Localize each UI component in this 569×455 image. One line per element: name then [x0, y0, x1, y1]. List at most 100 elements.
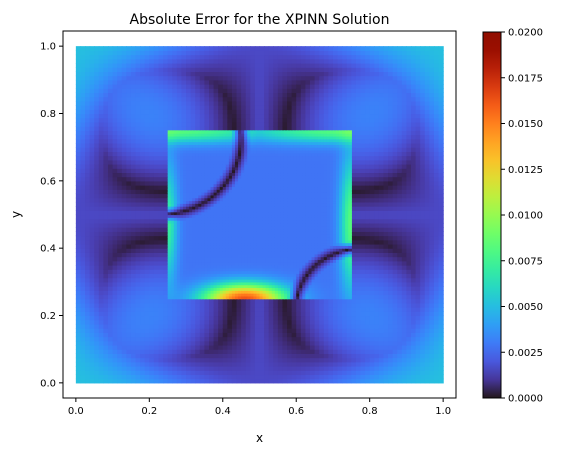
- heatmap-cell: [181, 344, 187, 350]
- heatmap-cell: [98, 332, 104, 338]
- heatmap-cell: [337, 67, 343, 72]
- heatmap-cell: [264, 113, 270, 119]
- heatmap-cell: [181, 307, 187, 312]
- heatmap-cell: [167, 75, 173, 81]
- heatmap-cell: [103, 130, 109, 136]
- heatmap-cell: [195, 353, 201, 359]
- heatmap-cell: [268, 62, 274, 68]
- heatmap-cell: [98, 252, 104, 258]
- heatmap-cell: [176, 349, 183, 354]
- heatmap-cell: [351, 340, 357, 346]
- heatmap-cell: [98, 307, 104, 312]
- heatmap-cell: [94, 71, 100, 77]
- heatmap-cell: [140, 67, 146, 72]
- heatmap-cell: [241, 121, 247, 127]
- heatmap-cell: [176, 332, 183, 338]
- heatmap-cell: [153, 206, 160, 211]
- heatmap-cell: [282, 50, 288, 56]
- heatmap-cell: [121, 277, 127, 283]
- heatmap-cell: [360, 290, 366, 296]
- heatmap-cell: [158, 231, 164, 237]
- heatmap-cell: [144, 332, 150, 338]
- heatmap-cell: [75, 374, 82, 380]
- heatmap-cell: [310, 361, 316, 367]
- heatmap-cell: [144, 88, 150, 94]
- heatmap-cell: [121, 210, 127, 216]
- heatmap-cell: [323, 126, 329, 131]
- heatmap-cell: [268, 113, 274, 119]
- heatmap-cell: [121, 84, 127, 89]
- heatmap-cell: [135, 117, 141, 123]
- heatmap-cell: [310, 378, 316, 384]
- heatmap-cell: [85, 323, 91, 329]
- heatmap-cell: [103, 340, 109, 346]
- heatmap-cell: [163, 134, 169, 140]
- heatmap-cell: [195, 54, 201, 60]
- heatmap-cell: [319, 328, 325, 333]
- heatmap-cell: [190, 96, 196, 102]
- heatmap-cell: [98, 256, 104, 262]
- heatmap-cell: [259, 109, 265, 115]
- heatmap-cell: [121, 370, 127, 376]
- heatmap-cell: [209, 92, 215, 98]
- heatmap-cell: [163, 151, 169, 157]
- heatmap-cell: [94, 100, 100, 106]
- heatmap-cell: [328, 79, 334, 85]
- heatmap-cell: [305, 109, 311, 115]
- heatmap-cell: [85, 180, 91, 186]
- heatmap-cell: [254, 54, 261, 60]
- heatmap-cell: [190, 302, 196, 308]
- heatmap-cell: [236, 340, 242, 346]
- heatmap-cell: [75, 105, 82, 110]
- heatmap-cell: [130, 210, 137, 216]
- heatmap-cell: [218, 58, 224, 64]
- heatmap-cell: [140, 248, 146, 253]
- heatmap-cell: [319, 113, 325, 119]
- heatmap-cell: [80, 298, 86, 304]
- heatmap-cell: [176, 121, 183, 127]
- heatmap-cell: [144, 319, 150, 325]
- heatmap-cell: [287, 88, 293, 94]
- heatmap-cell: [130, 302, 137, 308]
- heatmap-cell: [149, 46, 155, 51]
- heatmap-cell: [342, 121, 348, 127]
- heatmap-cell: [80, 54, 86, 60]
- heatmap-cell: [319, 75, 325, 81]
- heatmap-cell: [195, 113, 201, 119]
- heatmap-cell: [94, 265, 100, 270]
- heatmap-cell: [305, 378, 311, 384]
- heatmap-cell: [236, 92, 242, 98]
- heatmap-cell: [355, 206, 362, 211]
- heatmap-cell: [98, 311, 104, 317]
- heatmap-cell: [112, 260, 118, 266]
- heatmap-cell: [342, 96, 348, 102]
- heatmap-cell: [310, 319, 316, 325]
- heatmap-cell: [328, 50, 334, 56]
- heatmap-cell: [126, 185, 132, 190]
- heatmap-cell: [287, 302, 293, 308]
- heatmap-cell: [319, 46, 325, 51]
- heatmap-cell: [130, 142, 137, 148]
- heatmap-cell: [332, 298, 339, 304]
- heatmap-cell: [103, 239, 109, 245]
- heatmap-cell: [254, 353, 261, 359]
- heatmap-cell: [305, 344, 311, 350]
- heatmap-cell: [328, 302, 334, 308]
- heatmap-cell: [204, 340, 210, 346]
- heatmap-cell: [268, 46, 274, 51]
- heatmap-cell: [117, 88, 123, 94]
- heatmap-cell: [107, 50, 114, 56]
- heatmap-cell: [112, 117, 118, 123]
- heatmap-cell: [323, 105, 329, 110]
- heatmap-cell: [153, 75, 160, 81]
- heatmap-cell: [117, 147, 123, 152]
- heatmap-cell: [264, 79, 270, 85]
- heatmap-cell: [218, 113, 224, 119]
- heatmap-cell: [323, 332, 329, 338]
- heatmap-cell: [135, 172, 141, 178]
- heatmap-cell: [126, 138, 132, 144]
- heatmap-cell: [121, 374, 127, 380]
- heatmap-cell: [167, 328, 173, 333]
- heatmap-cell: [254, 311, 261, 317]
- heatmap-cell: [337, 54, 343, 60]
